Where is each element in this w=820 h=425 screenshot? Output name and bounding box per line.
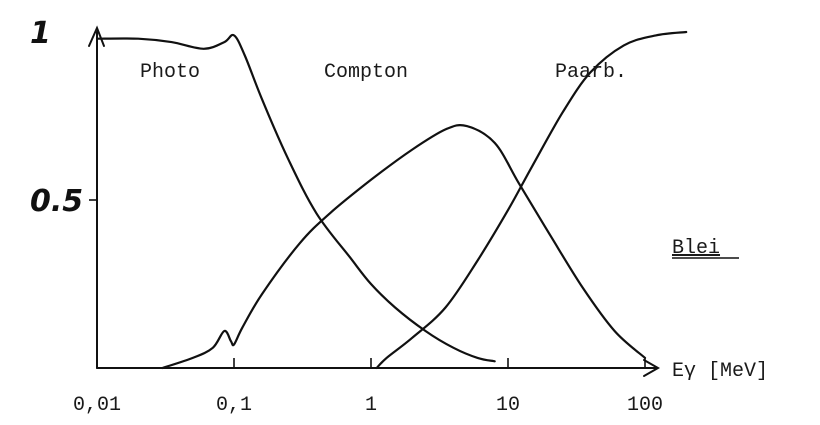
- x-tick-label: 0,1: [216, 394, 252, 417]
- y-tick-label: 1: [30, 16, 51, 51]
- series-label-photo: Photo: [140, 61, 200, 84]
- curves: [95, 30, 688, 370]
- x-tick-label: 0,01: [73, 394, 121, 417]
- ticks: 0,01 0,1 1 10 100 0.5 1: [30, 16, 663, 417]
- x-tick-label: 1: [365, 394, 377, 417]
- y-tick-label: 0.5: [30, 184, 83, 219]
- series-label-compton: Compton: [324, 61, 408, 84]
- x-axis-arrowhead: [643, 359, 661, 377]
- material-label: Blei: [672, 237, 720, 260]
- series-line-paarb: [375, 30, 688, 370]
- series-line-compton: [161, 123, 647, 370]
- series-line-photo: [95, 33, 496, 363]
- x-tick-label: 10: [496, 394, 520, 417]
- y-axis-arrowhead: [88, 25, 105, 47]
- x-tick-label: 100: [627, 394, 663, 417]
- x-axis-title: Eγ [MeV]: [672, 360, 768, 383]
- series-label-paarb: Paarb.: [555, 61, 627, 84]
